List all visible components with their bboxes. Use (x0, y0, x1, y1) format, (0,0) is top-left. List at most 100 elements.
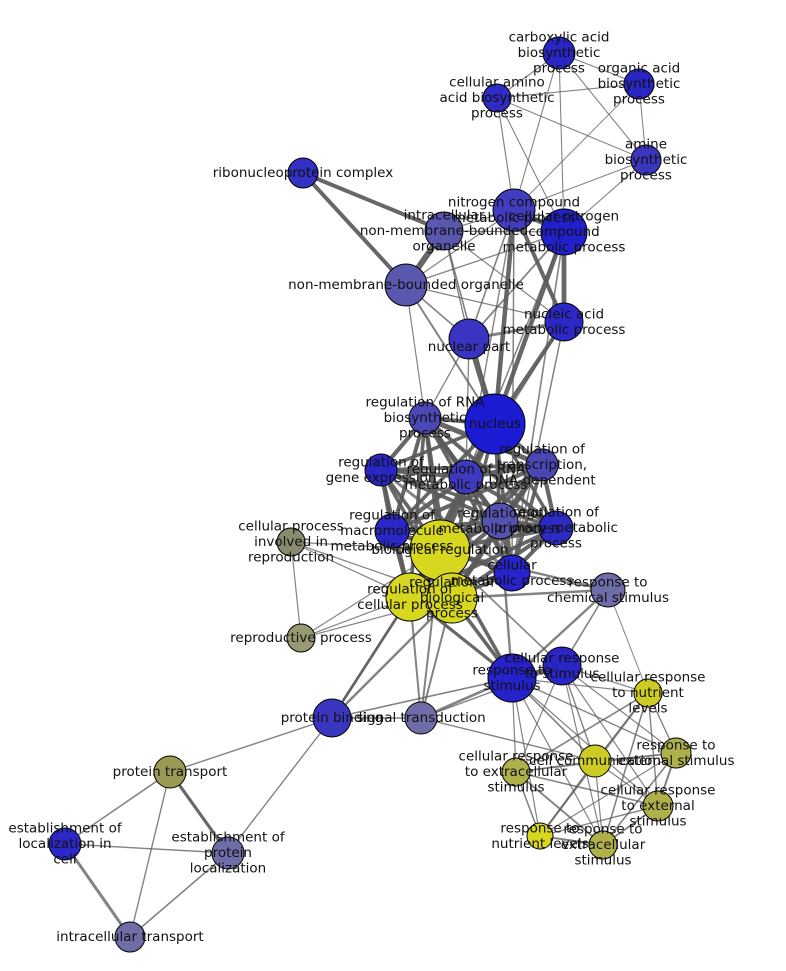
graph-edge (647, 692, 659, 807)
graph-edge (301, 171, 446, 233)
graph-node-organic_acid_bio[interactable]: organic acid biosynthetic process (623, 68, 655, 100)
graph-node-label-reg_primary_metab: regulation of primary metabolic process (494, 505, 618, 552)
graph-node-label-reg_macromolecule_metab: regulation of macromolecule metabolic proc… (331, 508, 454, 555)
graph-edge (129, 771, 171, 938)
graph-edge (496, 83, 640, 99)
graph-node-label-cellular_response_to_stimulus: cellular response to stimulus (505, 650, 620, 682)
graph-node-label-establishment_of_localization_in_cell: establishment of localization in cell (8, 821, 122, 868)
graph-node-nucleus[interactable]: nucleus (464, 393, 526, 455)
graph-edge (513, 83, 640, 211)
graph-node-establishment_of_protein_localization[interactable]: establishment of protein localization (211, 836, 245, 870)
graph-edge (515, 692, 649, 773)
graph-edge (405, 231, 565, 286)
graph-edge (227, 717, 333, 854)
graph-edge (515, 771, 604, 846)
graph-edge (602, 692, 649, 846)
graph-node-intracellular_non_membrane_organelle[interactable]: intracellular non-membrane-bounded organ… (424, 211, 464, 251)
graph-node-cellular_response_external_stimulus[interactable]: cellular response to external stimulus (642, 790, 674, 822)
graph-node-response_to_external_stimulus[interactable]: response to external stimulus (660, 737, 692, 769)
graph-node-label-reg_rna_metab: regulation of RNA metabolic process (405, 461, 528, 493)
graph-node-label-cellular_metabolic_process: cellular metabolic process (451, 557, 574, 589)
graph-node-label-reg_biological_process: regulation of biological process (409, 575, 496, 622)
graph-node-cellular_metabolic_process[interactable]: cellular metabolic process (493, 554, 531, 592)
graph-edge (607, 589, 649, 694)
graph-edge (331, 677, 513, 719)
graph-node-nucleic_acid_metab[interactable]: nucleic acid metabolic process (544, 302, 584, 342)
label-layer: carboxylic acid biosynthetic process organi… (8, 30, 734, 946)
graph-edge (515, 771, 659, 807)
graph-node-label-reg_metabolic_process: regulation of metabolic process (439, 505, 562, 537)
node-layer: carboxylic acid biosynthetic process orga… (48, 36, 692, 953)
graph-edge (129, 852, 229, 938)
graph-node-protein_binding[interactable]: protein binding (312, 698, 352, 738)
graph-node-reg_metabolic_process[interactable]: regulation of metabolic process (481, 502, 519, 540)
graph-node-label-cell_communication: cell communication (529, 753, 661, 769)
graph-node-label-reg_rna_biosynthetic: regulation of RNA biosynthetic process (366, 395, 486, 442)
graph-edge (169, 717, 333, 773)
graph-node-cellular_process_reproduction[interactable]: cellular process involved in reproductio… (276, 527, 306, 557)
graph-edge (492, 207, 517, 427)
graph-node-label-response_to_external_stimulus: response to external stimulus (618, 737, 735, 769)
graph-node-label-response_to_extracellular_stimulus: response to extracellular stimulus (561, 822, 646, 869)
graph-node-intracellular_transport[interactable]: intracellular transport (114, 921, 146, 953)
graph-edge (558, 52, 647, 161)
graph-edge (496, 97, 565, 233)
graph-node-reg_rna_biosynthetic[interactable]: regulation of RNA biosynthetic process (408, 401, 442, 435)
graph-node-cellular_amino_acid_bio[interactable]: cellular amino acid biosynthetic process (482, 83, 512, 113)
graph-node-reg_primary_metab[interactable]: regulation of primary metabolic process (538, 510, 574, 546)
graph-edge (64, 771, 171, 845)
graph-edge (330, 596, 454, 720)
graph-edge (561, 665, 659, 807)
graph-node-cellular_response_extracellular[interactable]: cellular response to extracellular stimu… (501, 757, 531, 787)
graph-node-cellular_response_to_stimulus[interactable]: cellular response to stimulus (542, 646, 582, 686)
graph-node-nuclear_part[interactable]: nuclear part (448, 318, 490, 360)
graph-node-cellular_response_nutrient_levels[interactable]: cellular response to nutrient levels (633, 678, 663, 708)
graph-node-label-reg_cellular_process: regulation of cellular process (357, 581, 463, 613)
graph-node-label-intracellular_transport: intracellular transport (56, 929, 203, 945)
graph-node-reg_gene_expression[interactable]: regulation of gene expression (364, 453, 398, 487)
graph-node-response_to_nutrient_levels[interactable]: response to nutrient levels (526, 822, 554, 850)
graph-node-cell_communication[interactable]: cell communication (578, 744, 612, 778)
graph-edge (602, 752, 677, 846)
graph-edge (405, 209, 515, 286)
graph-node-establishment_of_localization_in_cell[interactable]: establishment of localization in cell (48, 827, 82, 861)
graph-node-non_membrane_organelle[interactable]: non-membrane-bounded organelle (384, 263, 428, 307)
graph-node-amine_bio[interactable]: amine biosynthetic process (630, 144, 662, 176)
graph-node-label-signal_transduction: signal transduction (356, 710, 485, 726)
graph-edge (64, 843, 229, 854)
graph-node-label-nuclear_part: nuclear part (428, 339, 510, 355)
graph-node-label-carboxylic_acid_bio: carboxylic acid biosynthetic process (509, 30, 610, 77)
graph-node-ribonucleoprotein_complex[interactable]: ribonucleoprotein complex (287, 157, 319, 189)
graph-node-label-cellular_process_reproduction: cellular process involved in reproduction (238, 519, 344, 566)
graph-node-label-response_to_chemical_stimulus: response to chemical stimulus (547, 574, 669, 606)
graph-edge (511, 677, 604, 846)
graph-node-label-protein_binding: protein binding (281, 710, 384, 726)
graph-edge (63, 842, 132, 939)
graph-node-label-cellular_response_external_stimulus: cellular response to external stimulus (601, 783, 716, 830)
graph-node-reg_transcription_dna[interactable]: regulation of transcription, DNA-depende… (525, 448, 559, 482)
graph-node-reg_macromolecule_metab[interactable]: regulation of macromolecule metabolic pr… (374, 513, 410, 549)
graph-edge (389, 462, 545, 534)
graph-node-reproductive_process[interactable]: reproductive process (286, 623, 316, 653)
graph-node-label-cellular_response_extracellular: cellular response to extracellular stimulu… (459, 749, 574, 796)
graph-edge (301, 171, 408, 287)
graph-node-label-cellular_nitrogen_compound_metab: cellular nitrogen compound metabolic proce… (503, 209, 626, 256)
graph-node-label-establishment_of_protein_localization: establishment of protein localization (171, 830, 285, 877)
graph-node-nitrogen_compound_metab[interactable]: nitrogen compound metabolic process (492, 188, 536, 232)
graph-node-label-non_membrane_organelle: non-membrane-bounded organelle (288, 277, 524, 293)
graph-node-label-response_to_stimulus: response to stimulus (472, 662, 551, 694)
graph-node-carboxylic_acid_bio[interactable]: carboxylic acid biosynthetic process (542, 36, 576, 70)
graph-node-reg_rna_metab[interactable]: regulation of RNA metabolic process (448, 459, 484, 495)
graph-node-label-reproductive_process: reproductive process (230, 630, 372, 646)
graph-edge (539, 805, 659, 837)
graph-node-cellular_nitrogen_compound_metab[interactable]: cellular nitrogen compound metabolic pro… (540, 208, 588, 256)
graph-node-reg_biological_process[interactable]: regulation of biological process (426, 572, 478, 624)
graph-node-response_to_stimulus[interactable]: response to stimulus (487, 653, 537, 703)
graph-node-label-nucleus: nucleus (469, 416, 521, 432)
graph-node-response_to_chemical_stimulus[interactable]: response to chemical stimulus (590, 572, 626, 608)
graph-node-signal_transduction[interactable]: signal transduction (404, 701, 438, 735)
graph-node-protein_transport[interactable]: protein transport (153, 755, 187, 789)
graph-node-response_to_extracellular_stimulus[interactable]: response to extracellular stimulus (588, 830, 618, 860)
